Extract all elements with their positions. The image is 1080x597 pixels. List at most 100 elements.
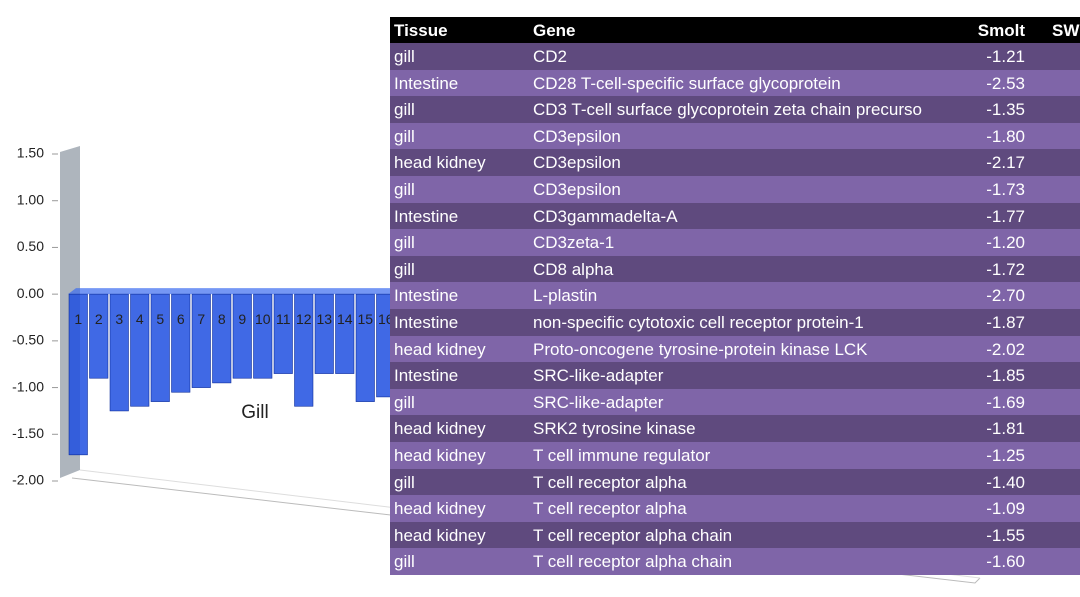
x-tick-label: 16 <box>378 311 394 327</box>
table-row: Intestine SRC-like-adapter -1.85 <box>390 362 1080 389</box>
bar <box>355 293 375 402</box>
table-row: Intestine CD3gammadelta-A -1.77 <box>390 202 1080 230</box>
table-row: head kidney T cell receptor alpha chain -1… <box>390 521 1080 549</box>
table-cell: Intestine <box>394 366 459 386</box>
annotation: Gill <box>241 402 268 423</box>
table-cell: Intestine <box>394 73 459 93</box>
table-cell: SRC-like-adapter <box>533 366 664 386</box>
table-cell: -1.60 <box>986 552 1025 572</box>
table-cell: -1.09 <box>986 499 1025 519</box>
y-tick-label: -1.00 <box>12 378 44 394</box>
header-cell: Gene <box>533 21 576 40</box>
table-cell: gill <box>394 392 415 412</box>
bar <box>171 293 191 393</box>
table-cell: T cell receptor alpha chain <box>533 552 733 572</box>
y-tick-label: 0.50 <box>17 238 44 254</box>
x-tick-label: 6 <box>177 311 185 327</box>
table-cell: gill <box>394 100 415 120</box>
x-tick-label: 2 <box>95 311 103 327</box>
table-cell: -1.73 <box>986 180 1025 199</box>
table-row: head kidney CD3epsilon -2.17 <box>390 149 1080 176</box>
table-cell: -1.20 <box>986 233 1025 253</box>
bar <box>253 293 273 379</box>
x-tick-label: 5 <box>156 311 164 327</box>
table-cell: T cell receptor alpha <box>533 499 687 519</box>
table-cell: head kidney <box>394 499 486 519</box>
table-cell: CD3gammadelta-A <box>533 206 678 226</box>
table-cell: -1.25 <box>986 446 1025 465</box>
table-cell: T cell immune regulator <box>533 446 711 465</box>
floor-edge <box>71 477 981 584</box>
bar <box>232 293 252 379</box>
table-cell: -1.77 <box>986 206 1025 226</box>
table-cell: -1.21 <box>986 47 1025 66</box>
table-cell: Intestine <box>394 206 459 226</box>
bar <box>130 293 150 407</box>
table-cell: L-plastin <box>533 286 598 306</box>
table-cell: head kidney <box>394 419 486 439</box>
bar <box>335 293 355 374</box>
table-cell: -1.81 <box>986 419 1025 439</box>
bar <box>212 293 232 384</box>
table-row: Intestine CD28 T-cell-specific surface gl… <box>390 69 1080 97</box>
x-tick-label: 11 <box>276 311 291 327</box>
top-face <box>68 288 404 295</box>
table-row: gill T cell receptor alpha -1.40 <box>390 468 1080 496</box>
table-cell: -1.55 <box>986 525 1025 545</box>
table-cell: head kidney <box>394 339 486 359</box>
table-cell: gill <box>394 552 415 572</box>
table-cell: T cell receptor alpha chain <box>533 525 733 545</box>
table-header: Tissue Gene Smolt SW <box>390 17 1080 44</box>
x-tick-label: 9 <box>238 311 246 327</box>
header-cell: SW <box>1052 21 1080 40</box>
table-cell: CD3epsilon <box>533 153 621 173</box>
table-cell: CD2 <box>533 47 568 66</box>
table-cell: head kidney <box>394 446 486 465</box>
table-row: gill CD8 alpha -1.72 <box>390 255 1080 283</box>
table-cell: gill <box>394 259 415 279</box>
y-tick-label: -0.50 <box>12 332 44 348</box>
bar <box>191 293 211 388</box>
table-cell: gill <box>394 47 415 66</box>
table-row: Intestine L-plastin -2.70 <box>390 282 1080 309</box>
table-row: gill SRC-like-adapter -1.69 <box>390 388 1080 416</box>
header-cell: Smolt <box>977 21 1025 40</box>
table-cell: Intestine <box>394 286 459 306</box>
bar <box>150 293 170 402</box>
bar <box>68 293 88 456</box>
table-cell: CD28 T-cell-specific surface glycoprotei… <box>533 73 841 93</box>
table-cell: CD3epsilon <box>533 180 621 199</box>
bar <box>314 293 334 374</box>
table-cell: -2.02 <box>986 339 1025 359</box>
table-cell: T cell receptor alpha <box>533 472 687 492</box>
bar <box>294 293 314 407</box>
table-cell: CD3zeta-1 <box>533 233 615 253</box>
table-cell: head kidney <box>394 525 486 545</box>
x-tick-label: 15 <box>357 311 373 327</box>
table-cell: -1.69 <box>986 392 1025 412</box>
table-row: gill CD3 T-cell surface glycoprotein zeta… <box>390 96 1080 123</box>
table-cell: -2.53 <box>986 73 1025 93</box>
table: Tissue Gene Smolt SW gill CD2 -1.21 Intestine CD… <box>390 17 1080 575</box>
table-cell: gill <box>394 233 415 253</box>
table-cell: CD3epsilon <box>533 126 621 146</box>
table-cell: CD3 T-cell surface glycoprotein zeta cha… <box>533 100 922 120</box>
table-row: head kidney T cell receptor alpha -1.09 <box>390 495 1080 522</box>
x-tick-label: 8 <box>218 311 226 327</box>
table-row: gill T cell receptor alpha chain -1.60 <box>390 548 1080 575</box>
table-cell: head kidney <box>394 153 486 173</box>
table-cell: -1.80 <box>986 126 1025 146</box>
table-row: gill CD3epsilon -1.73 <box>390 176 1080 203</box>
table-cell: -1.72 <box>986 259 1025 279</box>
table-row: head kidney Proto-oncogene tyrosine-prote… <box>390 335 1080 363</box>
x-tick-label: 14 <box>337 311 353 327</box>
table-row: gill CD2 -1.21 <box>390 43 1080 70</box>
table-cell: SRC-like-adapter <box>533 392 664 412</box>
table-cell: -1.87 <box>986 313 1025 332</box>
table-cell: -1.85 <box>986 366 1025 386</box>
header-cell: Tissue <box>394 21 448 40</box>
table-row: head kidney T cell immune regulator -1.25 <box>390 442 1080 469</box>
y-tick-label: 1.50 <box>17 145 44 161</box>
table-cell: gill <box>394 126 415 146</box>
